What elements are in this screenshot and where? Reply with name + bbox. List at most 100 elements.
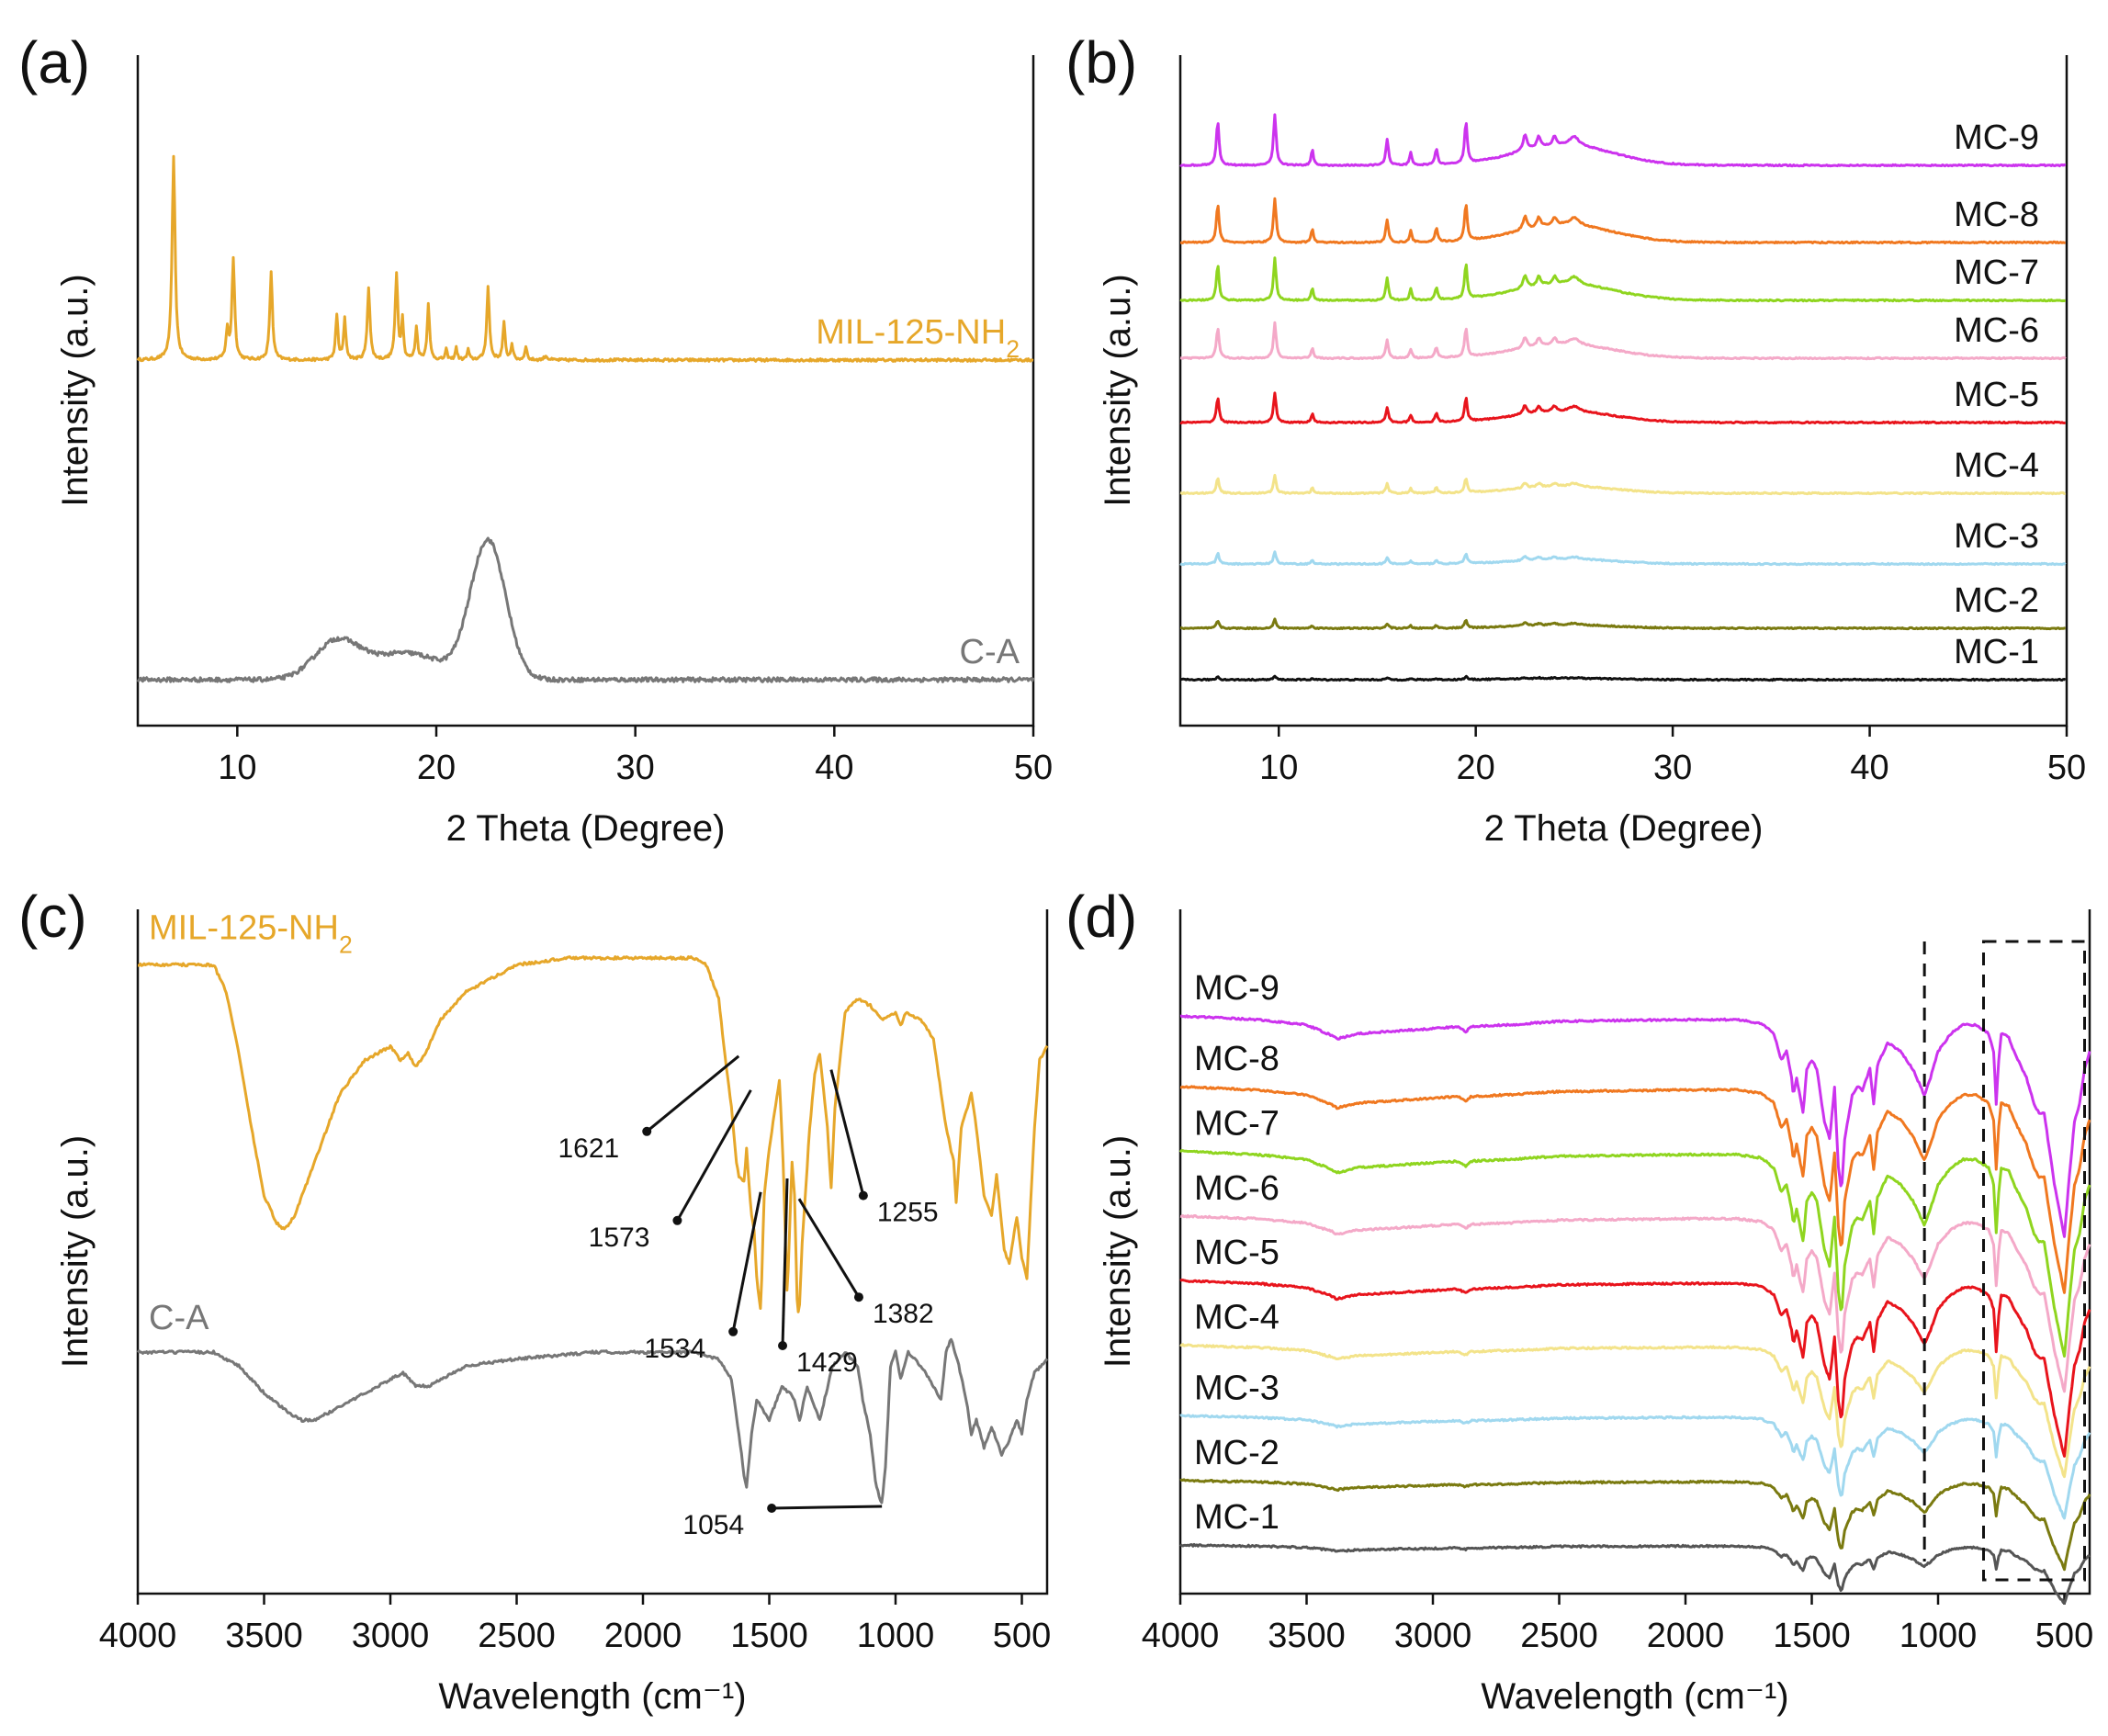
x-tick-label: 2000 xyxy=(604,1617,682,1655)
x-tick-label: 20 xyxy=(1457,749,1495,787)
x-tick-label: 1000 xyxy=(1899,1617,1978,1655)
arrow-head xyxy=(778,1341,788,1350)
axes-frame xyxy=(1178,909,2091,1595)
annotation-arrow xyxy=(772,1505,883,1510)
x-tick-label: 10 xyxy=(1259,749,1298,787)
series-label-3: MC-4 xyxy=(1954,446,2039,485)
series-label-0: MC-1 xyxy=(1954,633,2039,671)
annotation-label: 1382 xyxy=(873,1299,934,1329)
x-tick-label: 30 xyxy=(616,749,655,787)
series-label-5: MC-6 xyxy=(1194,1169,1279,1208)
series-line-8 xyxy=(1179,1014,2091,1238)
series-line-5 xyxy=(1179,1213,2091,1393)
series-label-8: MC-9 xyxy=(1194,969,1279,1008)
series-label-6: MC-7 xyxy=(1954,254,2039,292)
y-axis-label: Intensity (a.u.) xyxy=(55,1135,96,1368)
y-axis-label: Intensity (a.u.) xyxy=(1098,274,1138,506)
x-tick-label: 1500 xyxy=(1773,1617,1851,1655)
series-line-0 xyxy=(136,154,1034,363)
series-label-0: MIL-125-NH2 xyxy=(816,313,1020,363)
panel-a: (a) 10 20 30 40 50 2 Theta (Degree) Intensity (… xyxy=(18,29,1053,849)
series-label-1: MC-2 xyxy=(1194,1434,1279,1472)
series-line-7 xyxy=(1179,1085,2091,1294)
annotation-arrow xyxy=(646,1054,740,1133)
axes-frame xyxy=(1178,55,2069,727)
series-label-5: MC-6 xyxy=(1954,311,2039,350)
series-label-6: MC-7 xyxy=(1194,1104,1279,1143)
x-tick-label: 40 xyxy=(815,749,853,787)
x-axis-label: Wavelength (cm⁻¹) xyxy=(1481,1676,1788,1717)
series-line-3 xyxy=(1179,473,2067,496)
series-label-1: C-A xyxy=(149,1299,209,1337)
series-line-1 xyxy=(136,1337,1049,1505)
x-axis-label: 2 Theta (Degree) xyxy=(1484,808,1764,849)
series-label-2: MC-3 xyxy=(1194,1369,1279,1407)
x-tick-label: 4000 xyxy=(1142,1617,1220,1655)
panel-label: (a) xyxy=(18,29,90,96)
series-line-0 xyxy=(137,955,1049,1313)
series-label-7: MC-8 xyxy=(1194,1040,1279,1078)
series-line-2 xyxy=(1179,1414,2091,1520)
series-label-7: MC-8 xyxy=(1954,196,2039,234)
series-line-1 xyxy=(1179,617,2066,631)
annotation-arrow xyxy=(676,1089,752,1222)
series-line-6 xyxy=(1178,1149,2091,1358)
series-line-1 xyxy=(136,536,1035,683)
series-label-1: C-A xyxy=(960,633,1020,671)
axes-frame xyxy=(136,909,1049,1595)
annotation-label: 1573 xyxy=(589,1223,650,1253)
annotation-label: 1621 xyxy=(558,1133,619,1164)
x-tick-label: 3000 xyxy=(1394,1617,1472,1655)
axes-frame xyxy=(136,55,1035,727)
arrow-head xyxy=(853,1292,863,1302)
series-line-0 xyxy=(1179,674,2067,682)
arrow-head xyxy=(672,1215,682,1225)
dashed-box xyxy=(1982,940,2086,1582)
series-line-4 xyxy=(1179,391,2066,425)
y-axis-label: Intensity (a.u.) xyxy=(1098,1135,1138,1368)
x-tick-label: 10 xyxy=(218,749,256,787)
series-label-4: MC-5 xyxy=(1954,376,2039,414)
series-line-5 xyxy=(1179,321,2067,361)
annotation-arrow xyxy=(797,1198,861,1298)
x-tick-label: 2500 xyxy=(478,1617,556,1655)
series-label-1: MC-2 xyxy=(1954,581,2039,620)
x-tick-label: 3000 xyxy=(352,1617,430,1655)
panel-d: (d) 4000 3500 3000 2500 2000 1500 1000 500 Wavele… xyxy=(1065,884,2093,1717)
x-tick-label: 1500 xyxy=(730,1617,808,1655)
x-tick-label: 1000 xyxy=(857,1617,935,1655)
series-label-8: MC-9 xyxy=(1954,118,2039,157)
series-label-0: MIL-125-NH2 xyxy=(149,908,353,958)
annotation-arrow xyxy=(731,1191,762,1333)
panel-label: (d) xyxy=(1065,884,1137,950)
x-tick-label: 3500 xyxy=(1268,1617,1346,1655)
series-line-7 xyxy=(1179,197,2066,245)
arrow-head xyxy=(767,1504,777,1513)
panel-label: (b) xyxy=(1065,29,1137,96)
series-line-1 xyxy=(1179,1478,2091,1572)
y-axis-label: Intensity (a.u.) xyxy=(55,274,96,506)
x-axis-label: 2 Theta (Degree) xyxy=(446,808,726,849)
annotation-label: 1534 xyxy=(644,1334,705,1364)
arrow-head xyxy=(642,1126,652,1136)
x-tick-label: 500 xyxy=(2035,1617,2093,1655)
series-label-2: MC-3 xyxy=(1954,517,2039,556)
series-line-3 xyxy=(1179,1343,2091,1479)
series-line-2 xyxy=(1179,550,2067,567)
x-tick-label: 2000 xyxy=(1647,1617,1725,1655)
series-label-4: MC-5 xyxy=(1194,1234,1279,1272)
panel-label: (c) xyxy=(18,884,87,950)
x-tick-label: 40 xyxy=(1850,749,1888,787)
series-label-0: MC-1 xyxy=(1194,1498,1279,1537)
x-tick-label: 2500 xyxy=(1520,1617,1598,1655)
annotation-arrow xyxy=(829,1069,865,1196)
x-tick-label: 50 xyxy=(1014,749,1053,787)
x-tick-label: 50 xyxy=(2047,749,2086,787)
series-line-8 xyxy=(1179,113,2067,168)
series-line-0 xyxy=(1179,1542,2091,1605)
x-tick-label: 500 xyxy=(993,1617,1051,1655)
annotation-label: 1255 xyxy=(877,1198,939,1228)
x-tick-label: 3500 xyxy=(225,1617,303,1655)
arrow-head xyxy=(858,1190,868,1201)
